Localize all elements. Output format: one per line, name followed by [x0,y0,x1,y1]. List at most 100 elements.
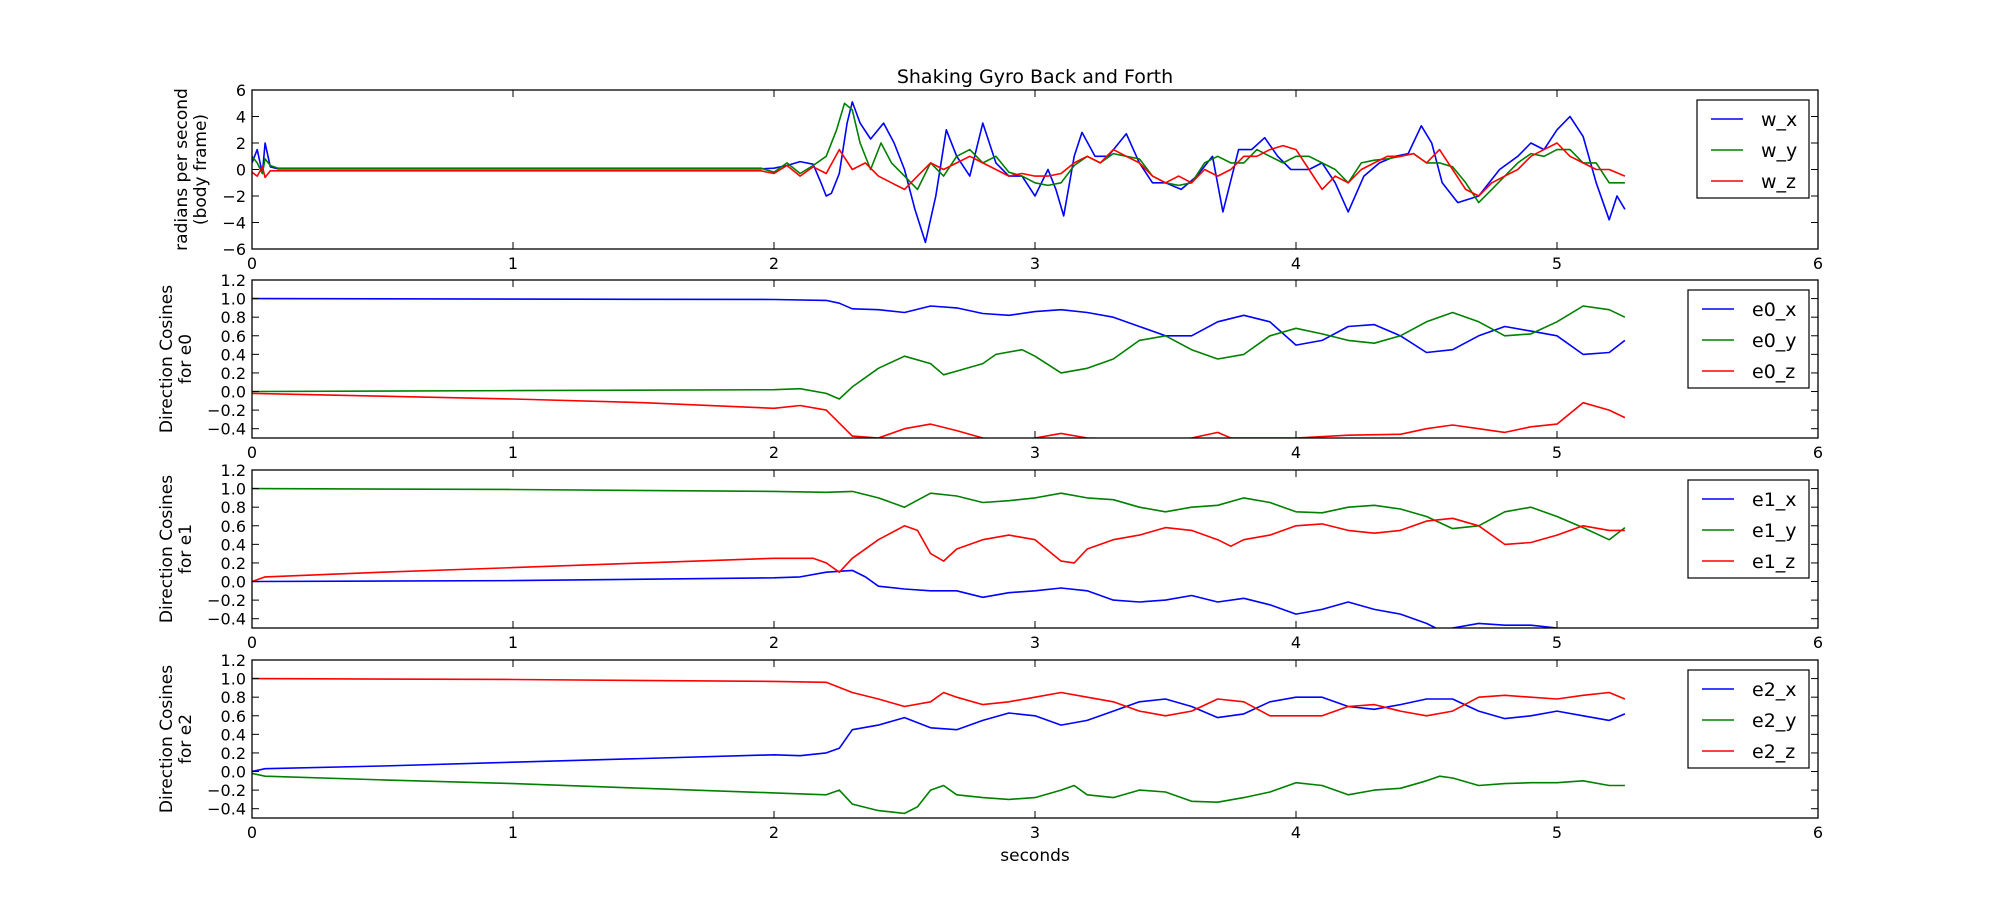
x-tick-label: 0 [247,254,257,273]
legend-label-e0_x: e0_x [1752,299,1797,321]
x-tick-label: 2 [769,254,779,273]
y-tick-label: −0.4 [207,610,246,629]
series-line-e1_x [252,569,1558,628]
series-line-e2_y [252,772,1625,815]
y-tick-label: 1.0 [221,480,246,499]
y-tick-label: 0.6 [221,707,246,726]
y-axis-label: Direction Cosines [157,665,177,813]
y-tick-label: 1.0 [221,290,246,309]
y-tick-label: 1.2 [221,271,246,290]
y-tick-label: 0.2 [221,554,246,573]
legend-label-e2_x: e2_x [1752,679,1797,701]
x-axis-label: seconds [1000,846,1070,866]
series-line-e0_z [252,392,1626,438]
x-tick-label: 6 [1813,443,1823,462]
y-tick-label: −2 [222,187,246,206]
y-axis-label: Direction Cosines [157,475,177,623]
x-tick-label: 3 [1030,443,1040,462]
x-tick-label: 4 [1291,633,1301,652]
y-tick-label: 0.8 [221,688,246,707]
axes-frame [251,469,1819,629]
x-tick-label: 0 [247,823,257,842]
y-axis-label: radians per second [172,88,192,251]
y-tick-label: 0 [236,161,246,180]
y-tick-label: 6 [236,81,246,100]
y-tick-label: 0.8 [221,308,246,327]
x-tick-label: 1 [508,254,518,273]
x-tick-label: 4 [1291,254,1301,273]
legend-label-e2_z: e2_z [1752,741,1795,763]
legend: e1_x e1_y e1_z [1687,479,1810,579]
legend-label-e2_y: e2_y [1752,710,1797,732]
series-line-w_z [252,142,1626,197]
x-tick-label: 5 [1552,633,1562,652]
legend-label-w_y: w_y [1761,140,1797,162]
y-tick-label: 0.4 [221,345,246,364]
legend-label-e1_y: e1_y [1752,520,1797,542]
legend-label-e0_y: e0_y [1752,330,1797,352]
x-tick-label: 0 [247,443,257,462]
x-tick-label: 3 [1030,254,1040,273]
series-line-w_x [252,101,1626,244]
y-axis-label: for e0 [176,334,196,384]
series-line-w_y [252,102,1625,204]
series-line-e1_y [252,487,1626,541]
chart-panel-0: 0 1 2 3 4 5 6 −6 −4 −2 0 2 4 6 radians per second (body… [172,66,1823,273]
legend-label-e0_z: e0_z [1752,361,1795,383]
y-tick-label: −0.2 [207,401,246,420]
legend: e0_x e0_y e0_z [1687,289,1810,389]
x-tick-label: 4 [1291,443,1301,462]
x-tick-label: 5 [1552,254,1562,273]
x-tick-label: 6 [1813,823,1823,842]
chart-panel-3: 0 1 2 3 4 5 6 −0.4−0.20.00.20.40.60.81.01.2 Dire… [157,651,1823,866]
series-line-e0_x [252,297,1626,356]
x-tick-label: 2 [769,823,779,842]
y-tick-label: −0.2 [207,781,246,800]
legend-label-w_z: w_z [1761,171,1796,193]
x-tick-label: 1 [508,633,518,652]
x-tick-label: 6 [1813,633,1823,652]
x-tick-label: 5 [1552,443,1562,462]
y-axis-label: Direction Cosines [157,285,177,433]
x-tick-label: 0 [247,633,257,652]
y-tick-label: 0.6 [221,327,246,346]
y-axis-label: for e2 [176,714,196,764]
x-tick-label: 3 [1030,633,1040,652]
x-tick-label: 5 [1552,823,1562,842]
x-tick-label: 2 [769,633,779,652]
y-tick-label: 4 [236,108,246,127]
y-axis-label: for e1 [176,524,196,574]
legend-label-e1_x: e1_x [1752,489,1797,511]
series-line-e2_x [252,696,1626,773]
x-tick-label: 6 [1813,254,1823,273]
y-axis-label: (body frame) [191,114,211,225]
y-tick-label: 1.2 [221,461,246,480]
y-tick-label: −0.4 [207,420,246,439]
x-tick-label: 1 [508,443,518,462]
axes-frame [251,659,1819,819]
y-tick-label: 2 [236,134,246,153]
axes-frame [251,279,1819,439]
y-tick-label: −0.2 [207,591,246,610]
y-tick-label: 0.2 [221,364,246,383]
legend-label-e1_z: e1_z [1752,551,1795,573]
x-tick-label: 2 [769,443,779,462]
y-tick-label: 0.4 [221,725,246,744]
y-tick-label: 1.0 [221,670,246,689]
legend: w_x w_y w_z [1696,99,1810,199]
y-tick-label: 0.0 [221,383,246,402]
y-tick-label: 0.2 [221,744,246,763]
series-line-e1_z [252,517,1625,583]
chart-title: Shaking Gyro Back and Forth [897,66,1173,88]
chart-panel-2: 0 1 2 3 4 5 6 −0.4−0.20.00.20.40.60.81.01.2 Dire… [157,461,1823,652]
series-line-e2_z [252,677,1626,717]
legend-label-w_x: w_x [1761,109,1797,131]
y-tick-label: 0.8 [221,498,246,517]
chart-panel-1: 0 1 2 3 4 5 6 −0.4−0.20.00.20.40.60.81.01.2 Dire… [157,271,1823,462]
x-tick-label: 4 [1291,823,1301,842]
y-tick-label: 0.4 [221,535,246,554]
y-tick-label: −4 [222,214,246,233]
x-tick-label: 1 [508,823,518,842]
x-tick-label: 3 [1030,823,1040,842]
